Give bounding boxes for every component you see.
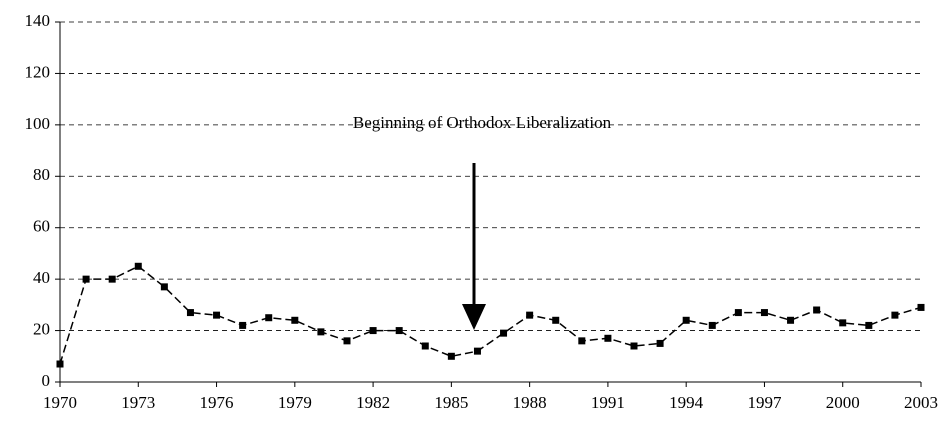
x-tick-label: 1997 [747, 393, 782, 412]
data-point [291, 316, 299, 324]
data-point [891, 311, 899, 319]
data-point [265, 314, 273, 322]
y-tick-label: 100 [25, 114, 51, 133]
y-tick-label: 20 [33, 319, 50, 338]
data-point [473, 347, 481, 355]
x-tick-label: 1988 [513, 393, 547, 412]
data-point [604, 334, 612, 342]
data-line [59, 265, 922, 365]
y-tick-label: 80 [33, 165, 50, 184]
x-tick-label: 1985 [434, 393, 468, 412]
data-point [865, 321, 873, 329]
y-tick-label: 140 [25, 11, 51, 30]
x-tick-label: 1979 [278, 393, 312, 412]
data-point [682, 316, 690, 324]
data-point [656, 339, 664, 347]
x-tick-label: 1991 [591, 393, 625, 412]
data-point [395, 327, 403, 335]
data-point [56, 360, 64, 368]
y-tick-label: 60 [33, 217, 50, 236]
data-point [552, 316, 560, 324]
data-point [630, 342, 638, 350]
x-tick-label: 1973 [121, 393, 155, 412]
x-tick-label: 1982 [356, 393, 390, 412]
data-point [447, 352, 455, 360]
data-point [734, 309, 742, 317]
x-tick-label: 2000 [826, 393, 860, 412]
x-tick-label: 1994 [669, 393, 704, 412]
data-point [813, 306, 821, 314]
data-point [917, 303, 925, 311]
data-point [160, 283, 168, 291]
annotation: Beginning of Orthodox Liberalization [353, 113, 612, 132]
y-tick-label: 40 [33, 268, 50, 287]
data-point [787, 316, 795, 324]
x-tick-label: 2003 [904, 393, 938, 412]
arrow-head [462, 304, 486, 330]
data-point [108, 275, 116, 283]
data-point [82, 275, 90, 283]
data-point [317, 328, 325, 336]
data-point [343, 337, 351, 345]
data-point [369, 327, 377, 335]
y-tick-label: 0 [42, 371, 51, 390]
data-point [526, 311, 534, 319]
data-point [500, 329, 508, 337]
data-point [239, 321, 247, 329]
x-tick-label: 1976 [200, 393, 234, 412]
data-point [708, 321, 716, 329]
data-point [760, 309, 768, 317]
data-point [186, 309, 194, 317]
data-point [578, 337, 586, 345]
data-point [421, 342, 429, 350]
data-point [134, 262, 142, 270]
data-point [839, 319, 847, 327]
y-tick-label: 120 [25, 62, 51, 81]
x-tick-label: 1970 [43, 393, 77, 412]
data-point [213, 311, 221, 319]
